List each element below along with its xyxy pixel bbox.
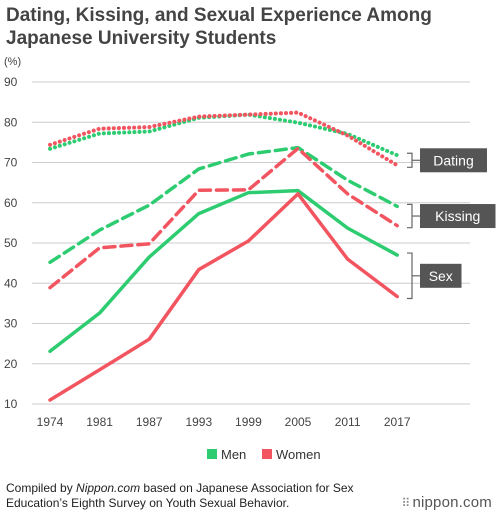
x-tick-label: 1999: [235, 415, 262, 429]
source-note: Compiled by Nippon.com based on Japanese…: [6, 481, 386, 511]
series-line-men-dating: [48, 112, 400, 158]
bracket-kissing: [407, 203, 413, 229]
y-tick-labels: (%) 10 20 30 40 50 60 70 80 90: [4, 56, 21, 411]
bracket-sex: [407, 252, 413, 300]
series-line-women-sex: [48, 192, 399, 402]
brand-name: nippon.com: [412, 494, 492, 511]
series-line-women-kissing: [48, 146, 399, 290]
y-tick-label: 40: [4, 276, 18, 290]
y-axis-label: (%): [4, 56, 21, 68]
group-label-sex: Sex: [429, 268, 453, 284]
series-line-men-sex: [48, 188, 399, 354]
source-suffix: based on Japanese Association for Sex Ed…: [6, 481, 354, 510]
series-line-men-kissing: [48, 145, 399, 265]
legend-swatch-women: [262, 449, 272, 459]
y-tick-label: 20: [4, 357, 18, 371]
legend-label-men: Men: [221, 447, 246, 462]
legend-label-women: Women: [276, 447, 321, 462]
x-tick-label: 1974: [37, 415, 64, 429]
y-tick-label: 90: [4, 75, 18, 89]
bracket-dating: [407, 152, 413, 168]
chart-title: Dating, Kissing, and Sexual Experience A…: [6, 5, 432, 49]
legend-swatch-men: [207, 449, 217, 459]
x-tick-label: 2011: [335, 415, 361, 429]
series-line-women-dating: [48, 110, 400, 168]
y-tick-label: 80: [4, 115, 18, 129]
group-label-box-sex: [420, 263, 462, 288]
group-label-dating: Dating: [433, 152, 473, 168]
brand-dots-icon: ⠿: [401, 496, 411, 510]
y-tick-label: 30: [4, 317, 18, 331]
group-labels: Dating Kissing Sex: [407, 148, 496, 300]
group-label-box-dating: [420, 148, 487, 173]
y-tick-label: 50: [4, 236, 18, 250]
source-prefix: Compiled by: [6, 481, 77, 495]
y-tick-label: 60: [4, 196, 18, 210]
grid: [32, 81, 470, 405]
y-tick-label: 70: [4, 156, 18, 170]
brand-logo[interactable]: ⠿ nippon.com: [401, 494, 492, 511]
source-link[interactable]: Nippon.com: [76, 481, 141, 495]
group-label-box-kissing: [420, 204, 496, 229]
x-tick-label: 2005: [285, 415, 312, 429]
x-tick-label: 1993: [185, 415, 212, 429]
series-lines: [48, 110, 400, 402]
group-label-kissing: Kissing: [435, 208, 480, 224]
y-tick-label: 10: [4, 397, 18, 411]
legend: Men Women: [207, 447, 321, 462]
x-tick-label: 1981: [86, 415, 113, 429]
x-tick-label: 2017: [384, 415, 411, 429]
x-tick-labels: 1974 1981 1987 1993 1999 2005 2011 2017: [37, 415, 411, 429]
x-tick-label: 1987: [136, 415, 163, 429]
